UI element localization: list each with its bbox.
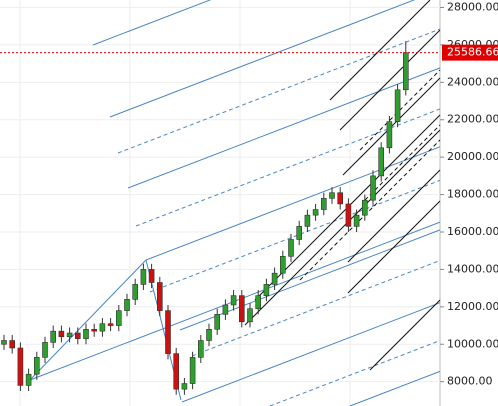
pitchfork-line xyxy=(329,0,431,101)
candle-body xyxy=(173,353,179,390)
candle-body xyxy=(239,295,245,323)
candle-body xyxy=(9,340,15,349)
candle-body xyxy=(181,383,188,390)
candle-body xyxy=(214,314,220,330)
candles xyxy=(1,41,409,395)
candle-body xyxy=(296,226,303,240)
pitchfork-line xyxy=(369,299,441,371)
candle-body xyxy=(165,310,171,354)
candle-body xyxy=(320,198,327,210)
candle-body xyxy=(99,323,106,332)
candle-body xyxy=(33,357,40,375)
y-tick-label: 10000.00 xyxy=(447,337,498,350)
candle-body xyxy=(288,239,294,257)
pitchfork-line xyxy=(117,28,441,154)
y-tick-label: 8000.00 xyxy=(447,375,493,388)
candle-body xyxy=(329,192,335,199)
candle-body xyxy=(17,347,24,386)
candle-body xyxy=(279,256,286,274)
candle-body xyxy=(1,340,7,345)
pitchfork-line xyxy=(269,340,441,406)
pitchfork-line xyxy=(109,0,416,118)
candle-body xyxy=(75,332,81,339)
candle-body xyxy=(83,328,89,339)
candle-body xyxy=(394,89,401,122)
y-tick-label: 18000.00 xyxy=(447,188,498,201)
pitchfork-line xyxy=(135,108,441,227)
pitchfork-line xyxy=(127,67,441,189)
pitchfork-line xyxy=(191,260,441,357)
candle-body xyxy=(378,147,385,177)
candle-body xyxy=(132,284,138,300)
pitchfork-line xyxy=(244,129,441,326)
candle-body xyxy=(255,295,261,310)
candle-body xyxy=(361,199,368,216)
candle-body xyxy=(263,284,270,296)
candle-body xyxy=(25,373,32,386)
y-tick-label: 20000.00 xyxy=(447,150,498,163)
pitchfork-line xyxy=(145,146,441,261)
last-price-box xyxy=(442,44,498,61)
grid xyxy=(0,0,440,406)
candle-body xyxy=(50,330,57,343)
candle-body xyxy=(116,310,122,326)
pitchfork-line xyxy=(29,259,147,381)
candle-body xyxy=(58,330,65,338)
candle-body xyxy=(247,308,253,323)
candle-body xyxy=(157,282,163,311)
candle-body xyxy=(91,328,97,332)
candle-body xyxy=(353,214,360,227)
candle-body xyxy=(148,269,155,283)
pitchfork-line xyxy=(347,200,441,294)
candle-body xyxy=(337,192,344,205)
pitchfork-line xyxy=(339,29,441,131)
candle-body xyxy=(206,328,212,341)
candle-body xyxy=(124,299,130,311)
candle-body xyxy=(402,52,409,91)
candle-body xyxy=(271,272,278,285)
y-tick-label: 12000.00 xyxy=(447,300,498,313)
candle-body xyxy=(304,214,311,227)
candle-body xyxy=(230,295,237,306)
candle-body xyxy=(107,323,114,326)
y-tick-label: 14000.00 xyxy=(447,262,498,275)
candle-body xyxy=(312,209,319,216)
pitchfork-line xyxy=(149,179,441,293)
pitchfork-line xyxy=(349,370,441,406)
pitchfork-line xyxy=(181,302,441,403)
candle-body xyxy=(386,121,393,149)
y-tick-label: 22000.00 xyxy=(447,113,498,126)
last-price-label: 25586.66 xyxy=(447,46,498,59)
y-tick-label: 28000.00 xyxy=(447,0,498,13)
candle-body xyxy=(222,304,229,315)
pitchfork-line xyxy=(92,0,212,46)
pitchfork-line xyxy=(299,139,441,281)
pitchfork-line xyxy=(364,124,441,201)
y-tick-label: 16000.00 xyxy=(447,225,498,238)
candle-body xyxy=(198,340,204,358)
candle-body xyxy=(140,269,147,285)
pitchfork-line xyxy=(347,169,441,263)
candle-body xyxy=(370,175,376,201)
y-tick-label: 24000.00 xyxy=(447,75,498,88)
candle-body xyxy=(189,357,196,384)
candle-body xyxy=(66,332,73,338)
candle-body xyxy=(42,342,48,358)
candle-body xyxy=(345,203,352,227)
